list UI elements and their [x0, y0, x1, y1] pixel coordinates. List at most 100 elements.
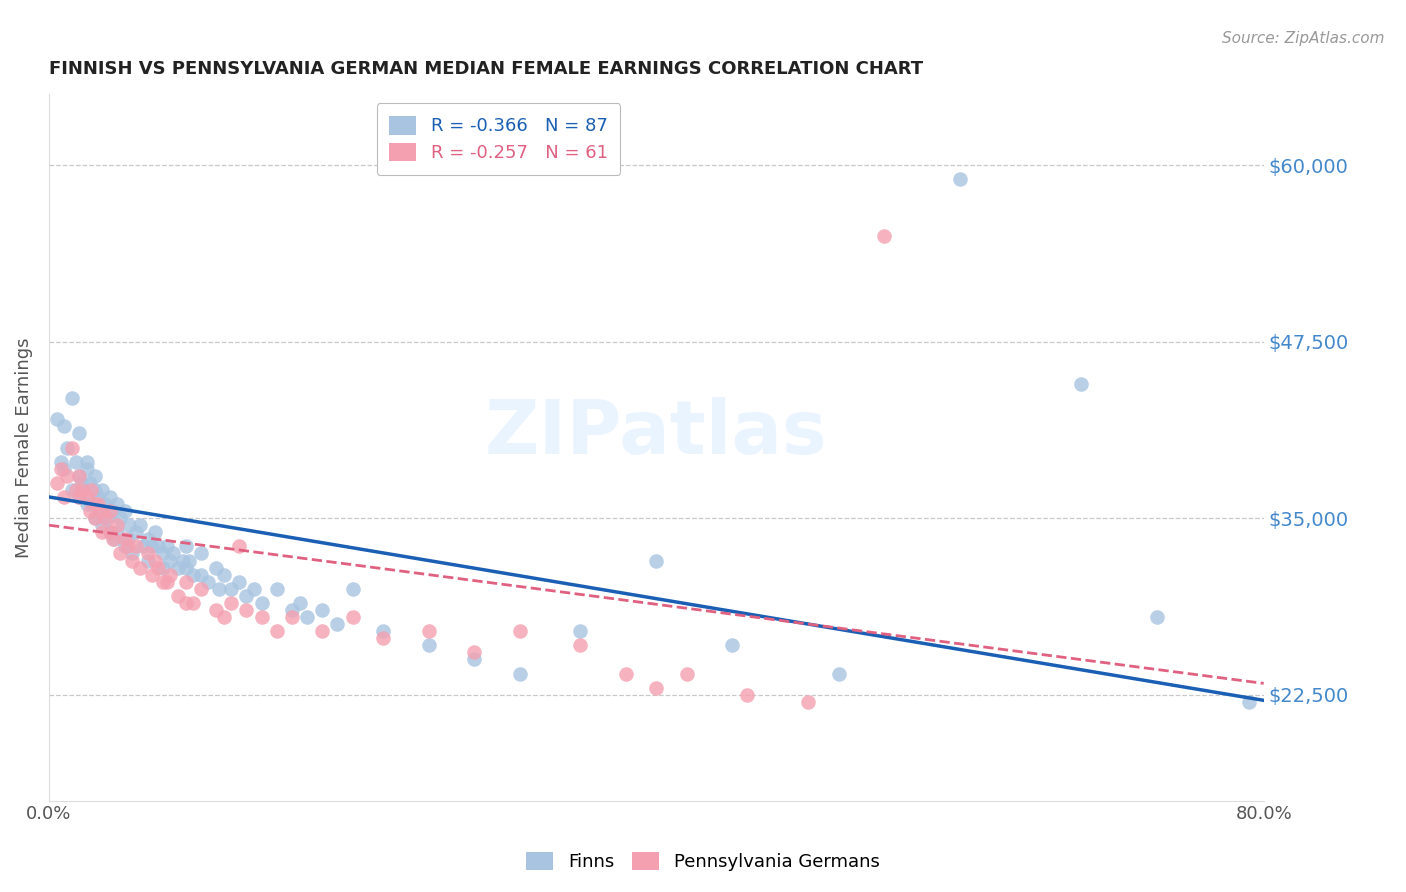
Point	[326, 617, 349, 632]
Point	[614, 666, 637, 681]
Point	[72, 475, 94, 490]
Point	[228, 540, 250, 554]
Point	[281, 610, 304, 624]
Point	[121, 553, 143, 567]
Point	[827, 666, 849, 681]
Point	[288, 596, 311, 610]
Point	[181, 567, 204, 582]
Point	[86, 497, 108, 511]
Point	[91, 483, 114, 497]
Point	[172, 553, 194, 567]
Point	[83, 511, 105, 525]
Point	[45, 475, 67, 490]
Text: FINNISH VS PENNSYLVANIA GERMAN MEDIAN FEMALE EARNINGS CORRELATION CHART: FINNISH VS PENNSYLVANIA GERMAN MEDIAN FE…	[49, 60, 924, 78]
Point	[118, 518, 141, 533]
Legend: R = -0.366   N = 87, R = -0.257   N = 61: R = -0.366 N = 87, R = -0.257 N = 61	[377, 103, 620, 175]
Point	[105, 525, 128, 540]
Point	[197, 574, 219, 589]
Point	[418, 638, 440, 652]
Point	[121, 546, 143, 560]
Point	[205, 560, 228, 574]
Point	[181, 596, 204, 610]
Point	[174, 560, 197, 574]
Point	[67, 490, 90, 504]
Point	[91, 518, 114, 533]
Point	[873, 228, 896, 243]
Point	[143, 553, 166, 567]
Point	[101, 504, 124, 518]
Point	[105, 518, 128, 533]
Point	[60, 441, 83, 455]
Point	[136, 546, 159, 560]
Point	[509, 624, 531, 639]
Point	[65, 455, 87, 469]
Point	[250, 610, 273, 624]
Point	[67, 426, 90, 441]
Point	[53, 461, 76, 475]
Point	[219, 582, 242, 596]
Point	[56, 468, 79, 483]
Point	[132, 540, 155, 554]
Point	[949, 172, 972, 186]
Point	[143, 525, 166, 540]
Point	[174, 540, 197, 554]
Point	[152, 560, 174, 574]
Point	[645, 553, 668, 567]
Point	[76, 490, 98, 504]
Point	[67, 468, 90, 483]
Point	[114, 533, 136, 547]
Point	[243, 582, 266, 596]
Point	[83, 511, 105, 525]
Point	[76, 461, 98, 475]
Point	[79, 504, 101, 518]
Point	[141, 567, 163, 582]
Text: Source: ZipAtlas.com: Source: ZipAtlas.com	[1222, 31, 1385, 46]
Point	[311, 603, 333, 617]
Point	[76, 455, 98, 469]
Point	[98, 525, 121, 540]
Point	[167, 589, 190, 603]
Point	[159, 567, 181, 582]
Point	[83, 497, 105, 511]
Point	[156, 574, 179, 589]
Point	[208, 582, 231, 596]
Point	[266, 582, 288, 596]
Point	[129, 560, 152, 574]
Point	[645, 681, 668, 695]
Point	[80, 483, 103, 497]
Point	[117, 540, 139, 554]
Point	[91, 525, 114, 540]
Point	[94, 497, 117, 511]
Point	[295, 610, 318, 624]
Point	[167, 560, 190, 574]
Point	[190, 582, 212, 596]
Point	[110, 511, 132, 525]
Point	[174, 596, 197, 610]
Point	[205, 603, 228, 617]
Point	[342, 610, 364, 624]
Point	[80, 497, 103, 511]
Point	[56, 441, 79, 455]
Point	[60, 483, 83, 497]
Point	[72, 483, 94, 497]
Point	[110, 546, 132, 560]
Point	[136, 553, 159, 567]
Point	[371, 624, 394, 639]
Point	[152, 574, 174, 589]
Point	[250, 596, 273, 610]
Point	[60, 391, 83, 405]
Point	[156, 540, 179, 554]
Point	[675, 666, 697, 681]
Point	[1070, 376, 1092, 391]
Point	[212, 610, 235, 624]
Point	[98, 504, 121, 518]
Point	[83, 468, 105, 483]
Point	[371, 631, 394, 645]
Point	[45, 412, 67, 426]
Point	[569, 624, 592, 639]
Point	[148, 560, 170, 574]
Point	[281, 603, 304, 617]
Point	[266, 624, 288, 639]
Point	[219, 596, 242, 610]
Point	[49, 461, 72, 475]
